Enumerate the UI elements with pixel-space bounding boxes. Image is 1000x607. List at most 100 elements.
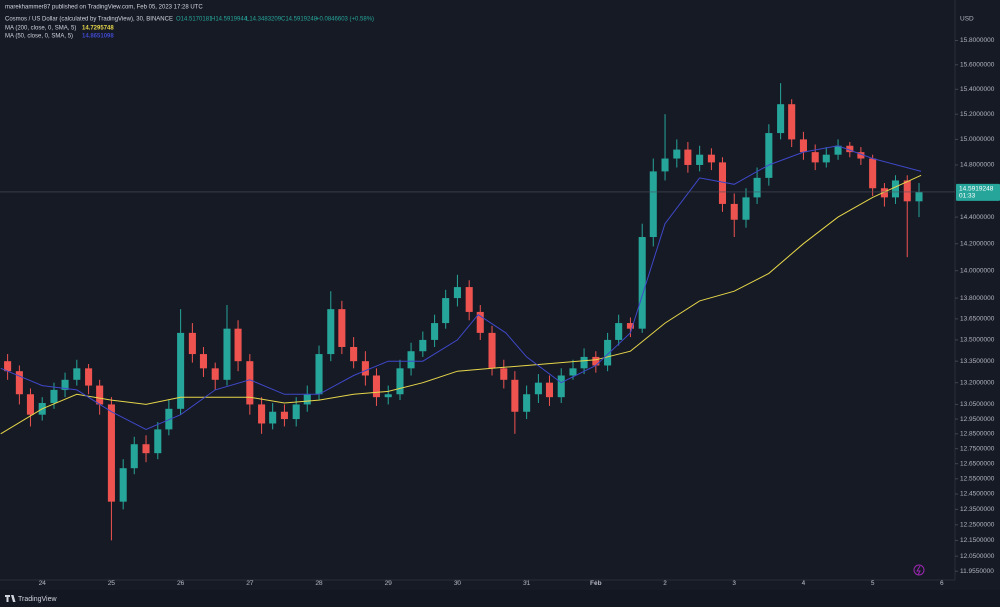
candle-body bbox=[718, 162, 727, 204]
publisher: marekhammer87 published on TradingView.c… bbox=[5, 5, 203, 11]
candle-body bbox=[857, 152, 865, 159]
candle-body bbox=[327, 309, 335, 355]
candle-body bbox=[580, 356, 588, 369]
candle-body bbox=[615, 323, 623, 340]
candle-body bbox=[350, 346, 358, 362]
candle-body bbox=[534, 382, 542, 395]
candle-body bbox=[188, 332, 196, 355]
ohlc-value: +0.0846603 (+0.58%) bbox=[316, 17, 374, 23]
y-tick-label: 15.0000000 bbox=[960, 136, 995, 143]
candle-body bbox=[154, 429, 162, 454]
candle-body bbox=[15, 371, 23, 395]
y-tick-label: 15.2000000 bbox=[960, 111, 995, 118]
candle-body bbox=[26, 394, 34, 415]
candle-body bbox=[661, 158, 669, 172]
candle-body bbox=[696, 154, 704, 165]
candle-body bbox=[142, 444, 150, 454]
candle-body bbox=[777, 104, 785, 134]
candle-body bbox=[915, 192, 923, 202]
candle-body bbox=[431, 323, 439, 340]
x-tick-label: 26 bbox=[177, 580, 185, 587]
legend-value: 14.7295748 bbox=[82, 26, 114, 32]
candle-body bbox=[85, 368, 93, 386]
candle-body bbox=[799, 139, 807, 153]
candle-body bbox=[465, 287, 473, 312]
candle-body bbox=[545, 382, 554, 398]
candle-body bbox=[500, 368, 508, 380]
y-tick-label: 15.6000000 bbox=[960, 61, 995, 68]
candle-body bbox=[165, 408, 173, 430]
candle-body bbox=[269, 411, 277, 424]
candle-body bbox=[592, 356, 600, 366]
currency: USD bbox=[960, 16, 974, 23]
legend: MA (200, close, 0, SMA, 5) 14.7295748 MA (… bbox=[5, 26, 114, 40]
y-tick-label: 13.3500000 bbox=[960, 358, 995, 365]
x-tick-label: 31 bbox=[523, 580, 531, 587]
y-tick-label: 15.8000000 bbox=[960, 37, 995, 44]
y-tick-label: 12.5500000 bbox=[960, 476, 995, 483]
candle-body bbox=[891, 180, 900, 198]
last-price-tag bbox=[956, 183, 1000, 201]
x-tick-label: 4 bbox=[802, 580, 806, 587]
candle-body bbox=[453, 287, 461, 299]
candle-body bbox=[788, 104, 796, 140]
candle-body bbox=[177, 332, 185, 409]
candle-body bbox=[811, 152, 819, 163]
y-tick-label: 15.4000000 bbox=[960, 86, 995, 93]
candle-body bbox=[234, 328, 242, 362]
logo-text: TradingView bbox=[18, 596, 57, 603]
candle-body bbox=[753, 177, 761, 198]
ohlc-value: O14.5170181 bbox=[176, 17, 213, 23]
candle-body bbox=[626, 323, 634, 329]
candle-body bbox=[638, 237, 646, 329]
x-tick-label: 29 bbox=[385, 580, 393, 587]
candle-body bbox=[61, 379, 69, 390]
countdown: 01:33 bbox=[959, 193, 976, 200]
alert-icon-bolt bbox=[916, 565, 921, 576]
y-tick-label: 14.8000000 bbox=[960, 162, 995, 169]
candle-body bbox=[246, 361, 254, 405]
candle-body bbox=[604, 339, 612, 366]
ma-line bbox=[0, 145, 922, 430]
y-tick-label: 14.0000000 bbox=[960, 267, 995, 274]
candle-body bbox=[96, 385, 104, 405]
x-tick-label: 24 bbox=[39, 580, 47, 587]
candle-body bbox=[707, 154, 715, 163]
candle-body bbox=[223, 328, 231, 380]
candle-body bbox=[361, 361, 369, 376]
candle-body bbox=[199, 354, 207, 369]
candle-body bbox=[419, 339, 427, 352]
y-tick-label: 13.8000000 bbox=[960, 295, 995, 302]
candle-body bbox=[557, 375, 565, 398]
candle-body bbox=[280, 411, 288, 420]
candle-body bbox=[880, 188, 888, 198]
plot-area bbox=[0, 83, 955, 541]
candle-body bbox=[846, 145, 854, 153]
x-tick-label: 25 bbox=[108, 580, 116, 587]
alert-icon[interactable] bbox=[913, 564, 925, 576]
legend-label: MA (50, close, 0, SMA, 5) bbox=[5, 34, 73, 40]
candle-body bbox=[673, 149, 681, 159]
candle-body bbox=[765, 133, 773, 178]
y-tick-label: 13.2000000 bbox=[960, 379, 995, 386]
candle-body bbox=[834, 145, 842, 155]
candle-body bbox=[4, 361, 12, 372]
candle-body bbox=[315, 354, 323, 395]
candle-body bbox=[511, 379, 519, 412]
x-tick-label: 5 bbox=[871, 580, 875, 587]
x-tick-label: 28 bbox=[315, 580, 323, 587]
y-tick-label: 12.2500000 bbox=[960, 522, 995, 529]
candle-body bbox=[303, 394, 311, 405]
y-tick-label: 12.8500000 bbox=[960, 431, 995, 438]
candle-body bbox=[396, 368, 404, 395]
y-tick-label: 14.4000000 bbox=[960, 214, 995, 221]
y-tick-label: 12.1500000 bbox=[960, 537, 995, 544]
candle-body bbox=[730, 203, 738, 220]
y-tick-label: 13.6500000 bbox=[960, 316, 995, 323]
y-tick-label: 13.5000000 bbox=[960, 337, 995, 344]
y-tick-label: 12.9500000 bbox=[960, 416, 995, 423]
ohlc-value: L14.3483209 bbox=[246, 17, 282, 23]
